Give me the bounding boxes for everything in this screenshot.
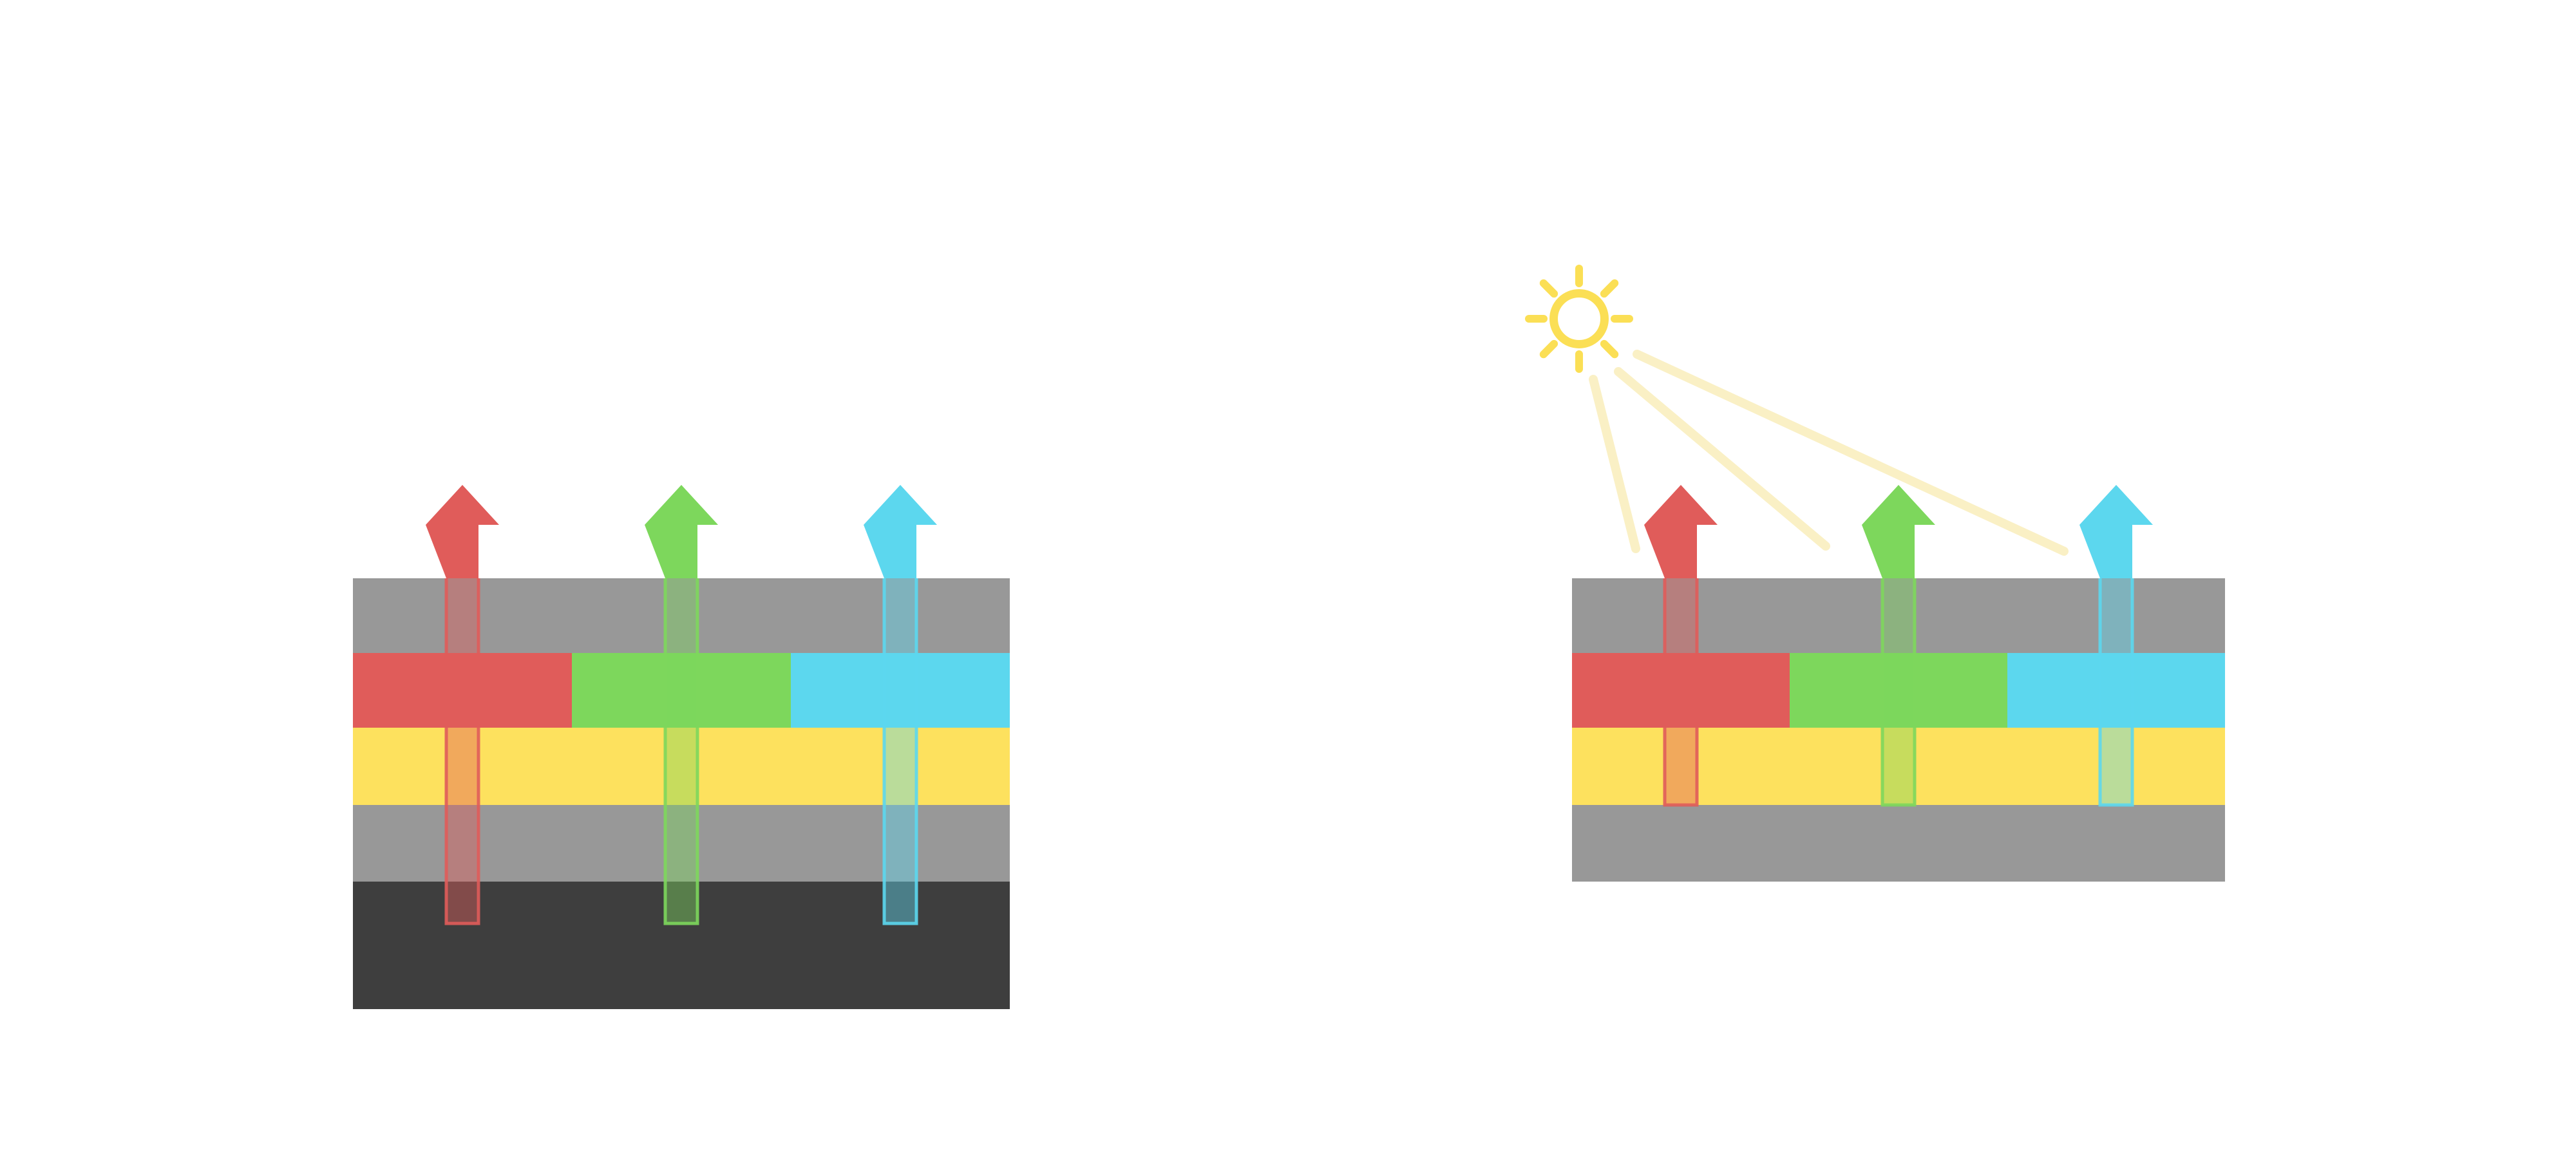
red-light-arrow-translucent-shaft: [444, 578, 480, 925]
green-light-arrow: [645, 485, 718, 578]
color-filter-blue-segment: [791, 653, 1010, 728]
green-light-arrow: [1862, 485, 1935, 578]
red-light-arrow: [426, 485, 499, 578]
light-modulation-layer: [353, 728, 1010, 805]
sun-ray-icon: [1600, 279, 1619, 298]
blue-light-arrow: [864, 485, 937, 578]
reflector-layer: [1572, 805, 2225, 882]
sunlight-beam: [1614, 367, 1830, 551]
sun-ring: [1549, 289, 1609, 348]
blue-light-arrow: [2079, 485, 2153, 578]
front-glass-layer: [1572, 578, 2225, 653]
sun-ray-icon: [1600, 339, 1619, 359]
blue-light-arrow-translucent-shaft: [882, 578, 918, 925]
color-filter-green-segment: [1790, 653, 2007, 728]
color-filter-green-segment: [572, 653, 791, 728]
red-light-arrow: [1644, 485, 1718, 578]
sun-ray-icon: [1539, 279, 1558, 298]
light-modulation-layer: [1572, 728, 2225, 805]
green-light-arrow-translucent-shaft: [1880, 578, 1917, 807]
backlit-display-stack: [353, 485, 1010, 1009]
back-glass-layer: [353, 805, 1010, 882]
green-light-arrow-translucent-shaft: [663, 578, 699, 925]
blue-light-arrow-translucent-shaft: [2098, 578, 2134, 807]
sun-icon: [1525, 265, 1633, 373]
sun-ray-icon: [1539, 339, 1558, 359]
sunlight-beam: [1633, 350, 2069, 556]
front-glass-layer: [353, 578, 1010, 653]
sunlight-beam: [1589, 375, 1640, 553]
color-filter-red-segment: [353, 653, 572, 728]
red-light-arrow-translucent-shaft: [1663, 578, 1699, 807]
backlight-layer: [353, 882, 1010, 1009]
color-filter-red-segment: [1572, 653, 1790, 728]
color-filter-blue-segment: [2007, 653, 2225, 728]
reflective-display-stack: [1525, 265, 2225, 882]
